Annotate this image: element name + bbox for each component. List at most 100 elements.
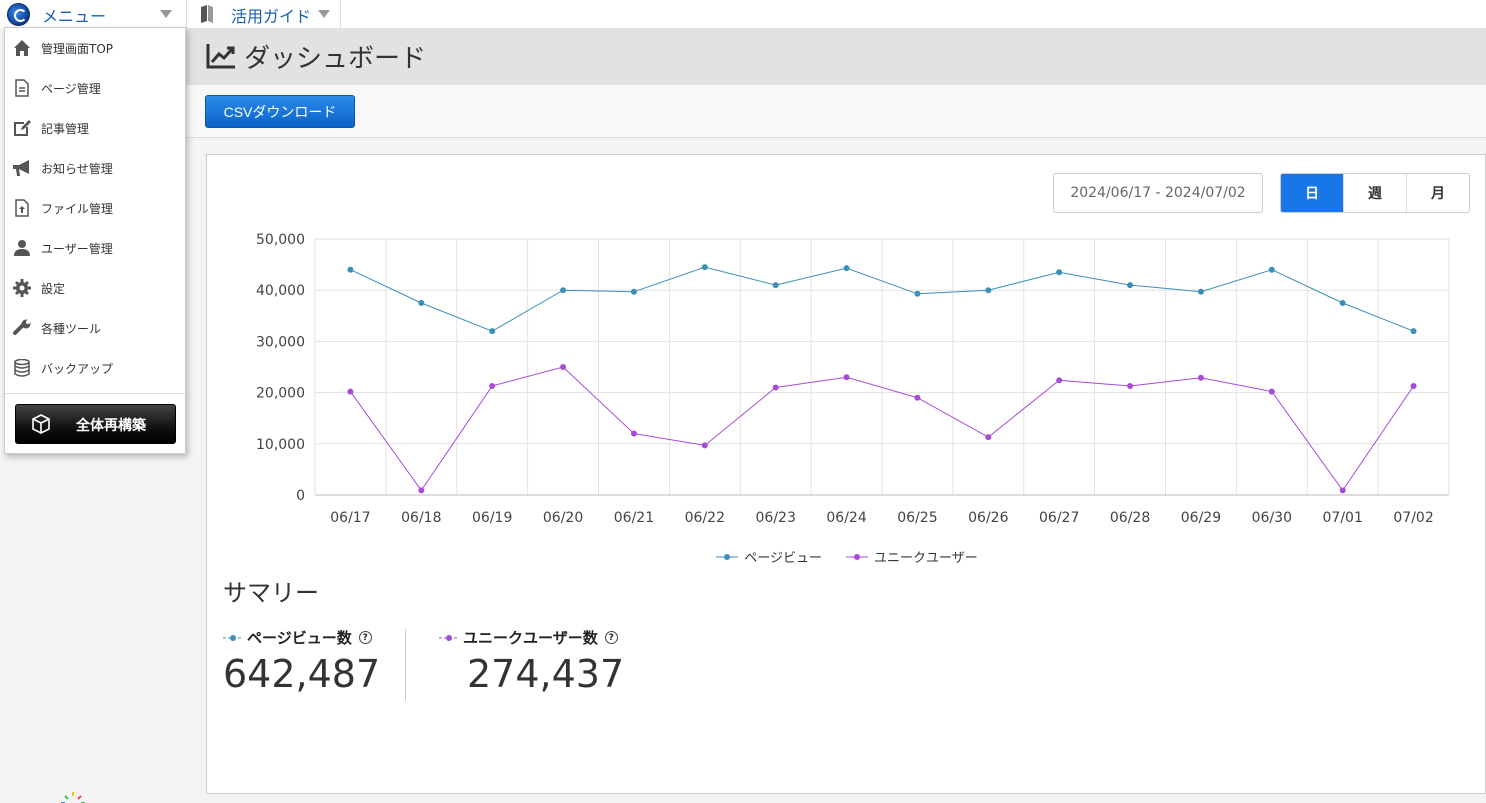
menu-item-label: 設定 [41,281,66,296]
menu-item-label: 各種ツール [41,321,102,336]
page-title: ダッシュボード [244,43,427,73]
metric-divider [405,629,406,701]
menu-item-users[interactable]: ユーザー管理 [5,228,185,268]
cube-icon [32,414,50,434]
chevron-down-icon [318,10,330,18]
menu-item-label: お知らせ管理 [41,161,113,176]
legend-item-pageview[interactable]: ページビュー [716,547,822,566]
user-icon [12,238,32,258]
menu-item-files[interactable]: ファイル管理 [5,188,185,228]
database-icon [12,358,32,378]
megaphone-icon [12,158,32,178]
menu-item-label: 管理画面TOP [41,41,114,56]
data-point-1 [489,382,496,389]
access-line-chart: 0 10,000 20,000 30,000 40,000 50,000 06/17 06/1… [256,232,1450,526]
user-metric: ユニークユーザー数 ? 274,437 [439,627,624,696]
x-tick-label: 06/17 [330,510,370,526]
data-point-0 [772,282,779,289]
csv-download-button[interactable]: CSVダウンロード [205,95,355,128]
menu-item-pages[interactable]: ページ管理 [5,68,185,108]
file-upload-icon [12,198,32,218]
data-point-1 [701,442,708,449]
home-icon [12,38,32,58]
data-point-0 [1127,282,1134,289]
period-week-button[interactable]: 週 [1343,174,1406,212]
menu-item-label: バックアップ [41,361,114,376]
date-range-picker[interactable]: 2024/06/17 - 2024/07/02 [1053,173,1263,213]
pageview-metric-label: ページビュー数 [247,629,352,647]
guide-label: 活用ガイド [231,7,312,26]
menu-item-label: 記事管理 [41,121,90,136]
data-point-0 [347,266,354,273]
legend-user-marker [846,553,868,560]
data-point-1 [772,384,779,391]
x-tick-label: 07/01 [1323,510,1363,526]
period-day-button[interactable]: 日 [1281,174,1343,212]
menu-label: メニュー [42,7,107,26]
menu-toggle-button[interactable]: メニュー [0,0,185,28]
app-logo-icon [7,3,30,26]
data-point-0 [418,300,425,306]
data-point-0 [1197,288,1204,295]
period-month-button[interactable]: 月 [1406,174,1469,212]
user-metric-label: ユニークユーザー数 [463,629,598,647]
menu-item-settings[interactable]: 設定 [5,268,185,308]
data-point-1 [914,394,921,401]
book-icon [201,5,213,23]
data-point-0 [1339,300,1346,306]
menu-item-tools[interactable]: 各種ツール [5,308,185,348]
x-tick-label: 06/20 [543,510,583,526]
x-tick-label: 07/02 [1393,510,1433,526]
chart-legend: ページビュー ユニークユーザー [207,547,1486,566]
trend-chart-icon [206,44,235,69]
user-metric-value: 274,437 [467,652,625,696]
pageview-metric: ページビュー数 ? 642,487 [223,627,380,696]
x-tick-label: 06/29 [1181,510,1221,526]
page-icon [12,78,32,98]
menu-item-label: ページ管理 [41,81,101,96]
legend-item-user[interactable]: ユニークユーザー [846,547,978,566]
x-tick-label: 06/23 [756,510,796,526]
pageview-marker-icon [223,634,243,641]
series-line-0 [350,266,1414,332]
y-tick-label: 50,000 [256,232,305,248]
y-tick-label: 20,000 [256,386,305,402]
x-tick-label: 06/21 [614,510,654,526]
data-point-0 [914,290,921,297]
help-icon[interactable]: ? [358,631,372,644]
x-tick-label: 06/24 [826,510,866,526]
page-header: ダッシュボード [186,28,1486,85]
x-tick-label: 06/19 [472,510,512,526]
chevron-down-icon [160,10,172,18]
x-tick-label: 06/25 [897,510,937,526]
data-point-0 [489,328,496,335]
series-line-1 [350,366,1414,492]
x-tick-label: 06/26 [968,510,1008,526]
data-point-1 [843,374,850,381]
rebuild-all-label: 全体再構築 [76,418,146,434]
menu-item-news[interactable]: お知らせ管理 [5,148,185,188]
data-point-0 [701,264,708,271]
data-point-1 [630,430,637,437]
main-menu-dropdown: 管理画面TOP ページ管理 記事管理 お知らせ管理 ファイル管理 ユーザー管理 [4,27,186,454]
user-marker-icon [439,634,459,641]
pageview-metric-value: 642,487 [223,652,381,696]
gear-icon [12,278,32,298]
y-tick-label: 30,000 [256,334,305,350]
legend-pageview-marker [716,553,739,560]
data-point-1 [418,487,425,494]
help-icon[interactable]: ? [604,631,618,644]
menu-item-admin-top[interactable]: 管理画面TOP [5,28,185,68]
toolbar: CSVダウンロード [186,85,1486,138]
menu-item-backup[interactable]: バックアップ [5,348,185,388]
x-tick-label: 06/27 [1039,510,1079,526]
menu-item-label: ファイル管理 [41,201,114,216]
data-point-1 [1339,487,1346,494]
rebuild-all-button[interactable]: 全体再構築 [15,404,176,444]
data-point-1 [985,434,992,441]
guide-menu-button[interactable]: 活用ガイド [186,0,341,28]
menu-item-articles[interactable]: 記事管理 [5,108,185,148]
dashboard-panel: 2024/06/17 - 2024/07/02 日 週 月 0 10,000 20,… [206,154,1486,794]
menu-item-label: ユーザー管理 [41,241,113,256]
edit-icon [12,118,32,138]
